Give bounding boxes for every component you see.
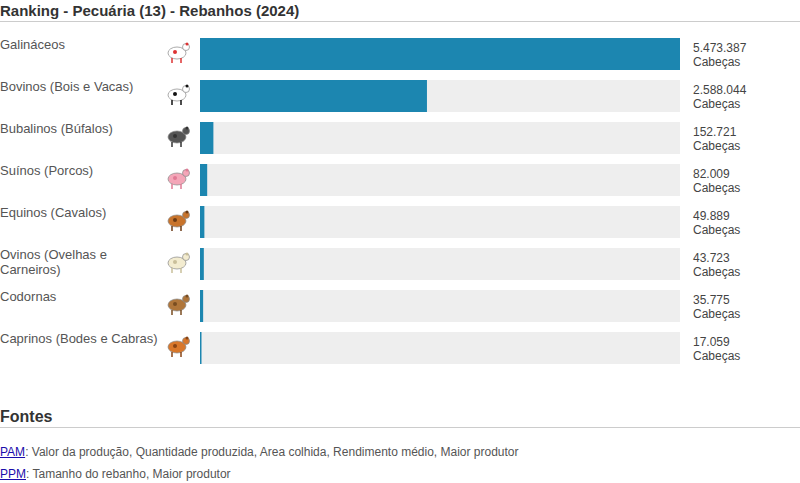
svg-text:Bovinos (Bois e Vacas): Bovinos (Bois e Vacas): [0, 79, 133, 94]
svg-text:Caprinos (Bodes e Cabras): Caprinos (Bodes e Cabras): [0, 331, 158, 346]
svg-text:Equinos (Cavalos): Equinos (Cavalos): [0, 205, 106, 220]
svg-text:35.775Cabeças: 35.775Cabeças: [693, 293, 740, 321]
html-text:Fontes: Fontes: [0, 408, 53, 425]
html-text:Ranking - Pecuária (13) - Reba: Ranking - Pecuária (13) - Rebanhos (2024…: [0, 2, 300, 19]
svg-text:82.009Cabeças: 82.009Cabeças: [693, 167, 740, 195]
svg-text:5.473.387Cabeças: 5.473.387Cabeças: [693, 41, 747, 69]
svg-text:Galináceos: Galináceos: [0, 37, 66, 52]
svg-text:43.723Cabeças: 43.723Cabeças: [693, 251, 740, 279]
svg-text:Suínos (Porcos): Suínos (Porcos): [0, 163, 93, 178]
svg-text:49.889Cabeças: 49.889Cabeças: [693, 209, 740, 237]
svg-text:Bubalinos (Búfalos): Bubalinos (Búfalos): [0, 121, 113, 136]
svg-text:Codornas: Codornas: [0, 289, 57, 304]
svg-text:17.059Cabeças: 17.059Cabeças: [693, 335, 740, 363]
svg-text:2.588.044Cabeças: 2.588.044Cabeças: [693, 83, 747, 111]
svg-text:Ovinos (Ovelhas eCarneiros): Ovinos (Ovelhas eCarneiros): [0, 247, 107, 277]
svg-text:152.721Cabeças: 152.721Cabeças: [693, 125, 740, 153]
html-text:PAM: Valor da produção, Quanti: PAM: Valor da produção, Quantidade produ…: [0, 445, 519, 459]
html-text:PPM: Tamanho do rebanho, Maior: PPM: Tamanho do rebanho, Maior produtor: [0, 467, 231, 481]
